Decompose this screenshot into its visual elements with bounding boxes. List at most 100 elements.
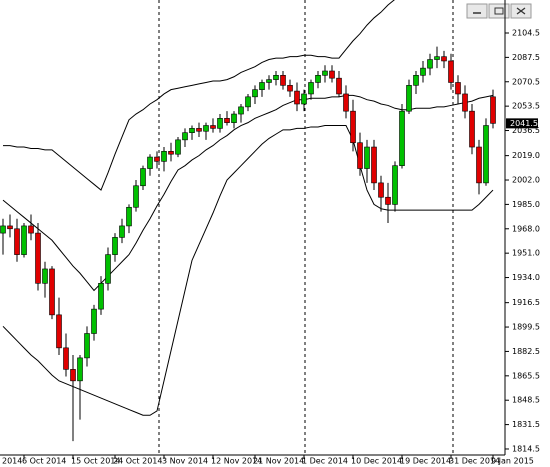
- candle-body: [154, 156, 160, 162]
- x-tick-label: 31 Dec 2014: [449, 457, 500, 466]
- y-tick-label: 1848.5: [512, 396, 540, 405]
- candle-body: [420, 67, 426, 76]
- y-tick-label: 1882.5: [512, 347, 540, 356]
- candle-body: [238, 106, 244, 115]
- price-tag-label: 2041.5: [510, 119, 538, 128]
- candle-body: [63, 347, 69, 370]
- month-separators: [158, 0, 454, 455]
- candle-body: [133, 185, 139, 208]
- y-tick-label: 1814.5: [512, 444, 540, 453]
- candle-body: [462, 93, 468, 112]
- candle-body: [175, 139, 181, 155]
- candle-body: [287, 85, 293, 92]
- candle-body: [329, 70, 335, 79]
- candle-body: [357, 142, 363, 169]
- candle-body: [224, 118, 230, 123]
- candle-body: [168, 151, 174, 155]
- candle-body: [35, 232, 41, 284]
- candle-body: [266, 79, 272, 83]
- middle-band: [2, 94, 494, 292]
- candle-body: [385, 196, 391, 205]
- candle-body: [245, 96, 251, 108]
- candle-body: [126, 206, 132, 227]
- candle-body: [189, 128, 195, 133]
- y-tick-label: 2053.5: [512, 102, 540, 111]
- candle-body: [315, 75, 321, 83]
- candle-body: [280, 75, 286, 86]
- candle-body: [434, 56, 440, 60]
- candle-body: [140, 168, 146, 187]
- x-tick-label: 10 Dec 2014: [351, 457, 402, 466]
- x-tick-label: 6 Oct 2014: [22, 457, 66, 466]
- candle-body: [49, 268, 55, 316]
- candle-body: [476, 146, 482, 184]
- y-tick-label: 1899.5: [512, 323, 540, 332]
- y-tick-label: 1831.5: [512, 420, 540, 429]
- candle-body: [336, 77, 342, 95]
- candle-body: [105, 254, 111, 284]
- y-tick-label: 2036.5: [512, 126, 540, 135]
- y-tick-label: 1916.5: [512, 298, 540, 307]
- plot-area: [0, 0, 496, 442]
- candle-body: [161, 151, 167, 162]
- y-tick-label: 2104.5: [512, 28, 540, 37]
- x-tick-label: 9 Jan 2015: [491, 457, 534, 466]
- candle-body: [406, 85, 412, 112]
- candle-body: [84, 333, 90, 359]
- candle-body: [0, 225, 6, 234]
- candle-body: [28, 225, 34, 234]
- candle-body: [294, 90, 300, 105]
- y-tick-label: 1934.0: [512, 273, 540, 282]
- lower-band: [2, 125, 494, 416]
- y-tick-label: 2087.5: [512, 53, 540, 62]
- candle-body: [413, 75, 419, 86]
- y-tick-label: 1951.0: [512, 249, 540, 258]
- y-tick-label: 2070.5: [512, 77, 540, 86]
- candle-body: [21, 225, 27, 255]
- candle-body: [441, 56, 447, 62]
- candle-body: [490, 96, 496, 124]
- candle-body: [7, 225, 13, 230]
- candle-body: [196, 128, 202, 132]
- x-tick-label: 24 Oct 2014: [113, 457, 162, 466]
- candle-body: [91, 308, 97, 334]
- candle-body: [350, 110, 356, 144]
- candle-body: [119, 225, 125, 238]
- candle-body: [483, 125, 489, 184]
- candle-body: [427, 59, 433, 69]
- candle-body: [14, 228, 20, 255]
- candle-body: [273, 75, 279, 80]
- candle-body: [364, 146, 370, 169]
- y-tick-label: 1985.0: [512, 200, 540, 209]
- y-tick-label: 1968.0: [512, 224, 540, 233]
- candle-body: [182, 132, 188, 141]
- candle-body: [210, 125, 216, 129]
- restore-button[interactable]: [488, 3, 510, 19]
- y-tick-label: 2019.0: [512, 151, 540, 160]
- x-tick-label: 15 Oct 2014: [71, 457, 120, 466]
- x-tick-label: 19 Dec 2014: [400, 457, 451, 466]
- upper-band: [3, 0, 395, 191]
- x-tick-label: 3 Nov 2014: [162, 457, 208, 466]
- candle-body: [77, 357, 83, 382]
- candle-body: [448, 60, 454, 83]
- minimize-button[interactable]: [466, 3, 488, 19]
- y-tick-label: 2002.0: [512, 176, 540, 185]
- window-buttons: [466, 3, 532, 19]
- candle-body: [343, 93, 349, 112]
- candle-body: [469, 110, 475, 148]
- candle-body: [371, 146, 377, 184]
- candle-body: [147, 156, 153, 169]
- candle-body: [98, 282, 104, 310]
- candle-body: [399, 110, 405, 166]
- x-tick-label: 21 Nov 2014: [253, 457, 304, 466]
- candle-body: [203, 125, 209, 132]
- x-tick-label: 2014: [2, 457, 22, 466]
- x-tick-label: 1 Dec 2014: [302, 457, 348, 466]
- candle-body: [392, 165, 398, 205]
- candle-body: [56, 314, 62, 349]
- candle-body: [217, 118, 223, 129]
- candle-body: [112, 237, 118, 255]
- candle-body: [42, 268, 48, 284]
